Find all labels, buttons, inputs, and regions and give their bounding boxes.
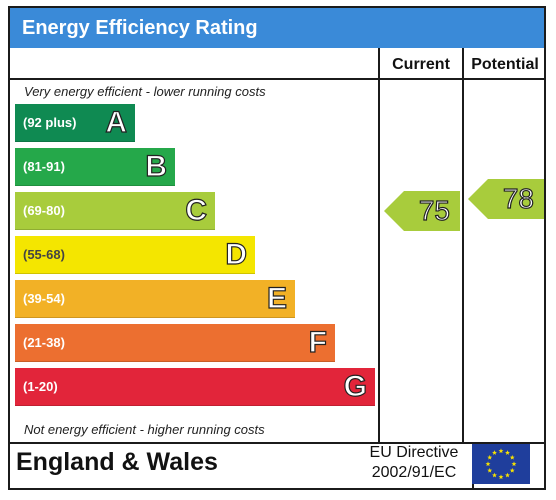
eu-star-icon xyxy=(511,461,517,467)
eu-flag-icon xyxy=(472,444,530,484)
eu-star-icon xyxy=(487,467,493,473)
eu-star-icon xyxy=(498,474,504,480)
band-f: (21-38) F xyxy=(15,324,335,362)
band-letter: A xyxy=(105,105,128,139)
directive-line-1: EU Directive xyxy=(369,444,459,461)
band-c: (69-80) C xyxy=(15,192,215,230)
eu-star-icon xyxy=(485,461,491,467)
eu-stars xyxy=(485,448,517,480)
band-range-label: (21-38) xyxy=(23,335,65,350)
eu-star-icon xyxy=(505,472,510,478)
band-d: (55-68) D xyxy=(15,236,255,274)
top-note: Very energy efficient - lower running co… xyxy=(24,84,266,99)
current-rating-value: 75 xyxy=(418,194,450,226)
bottom-note: Not energy efficient - higher running co… xyxy=(24,422,265,437)
band-letter: D xyxy=(225,237,248,271)
current-arrow-shape xyxy=(384,191,460,231)
eu-star-icon xyxy=(492,472,497,478)
band-range-label: (92 plus) xyxy=(23,115,77,130)
band-range-label: (55-68) xyxy=(23,247,65,262)
eu-star-icon xyxy=(509,467,515,473)
energy-rating-chart: Energy Efficiency Rating Current Potenti… xyxy=(8,6,546,490)
band-range-label: (1-20) xyxy=(23,379,58,394)
footer-divider xyxy=(10,442,544,444)
eu-star-icon xyxy=(492,450,497,455)
chart-title: Energy Efficiency Rating xyxy=(10,8,544,48)
eu-star-icon xyxy=(505,450,510,455)
band-letter: E xyxy=(266,281,287,315)
band-letter: B xyxy=(145,149,168,183)
current-column-divider xyxy=(378,48,380,444)
band-a: (92 plus) A xyxy=(15,104,135,142)
current-column-header: Current xyxy=(392,56,450,73)
band-e: (39-54) E xyxy=(15,280,295,318)
potential-arrow-shape xyxy=(468,179,544,219)
directive-line-2: 2002/91/EC xyxy=(371,464,457,481)
band-letter: C xyxy=(185,193,208,227)
region-label: England & Wales xyxy=(16,448,218,476)
potential-column-header: Potential xyxy=(471,56,539,73)
eu-star-icon xyxy=(509,454,515,460)
potential-rating-value: 78 xyxy=(502,182,534,214)
header-divider xyxy=(10,78,544,80)
band-letter: F xyxy=(308,325,328,359)
potential-column-divider xyxy=(462,48,464,444)
eu-star-icon xyxy=(498,448,504,454)
band-range-label: (39-54) xyxy=(23,291,65,306)
band-letter: G xyxy=(343,369,368,403)
band-range-label: (81-91) xyxy=(23,159,65,174)
potential-rating-arrow: 78 xyxy=(468,178,544,220)
eu-star-icon xyxy=(487,454,493,460)
band-g: (1-20) G xyxy=(15,368,375,406)
band-b: (81-91) B xyxy=(15,148,175,186)
band-range-label: (69-80) xyxy=(23,203,65,218)
current-rating-arrow: 75 xyxy=(384,190,460,232)
